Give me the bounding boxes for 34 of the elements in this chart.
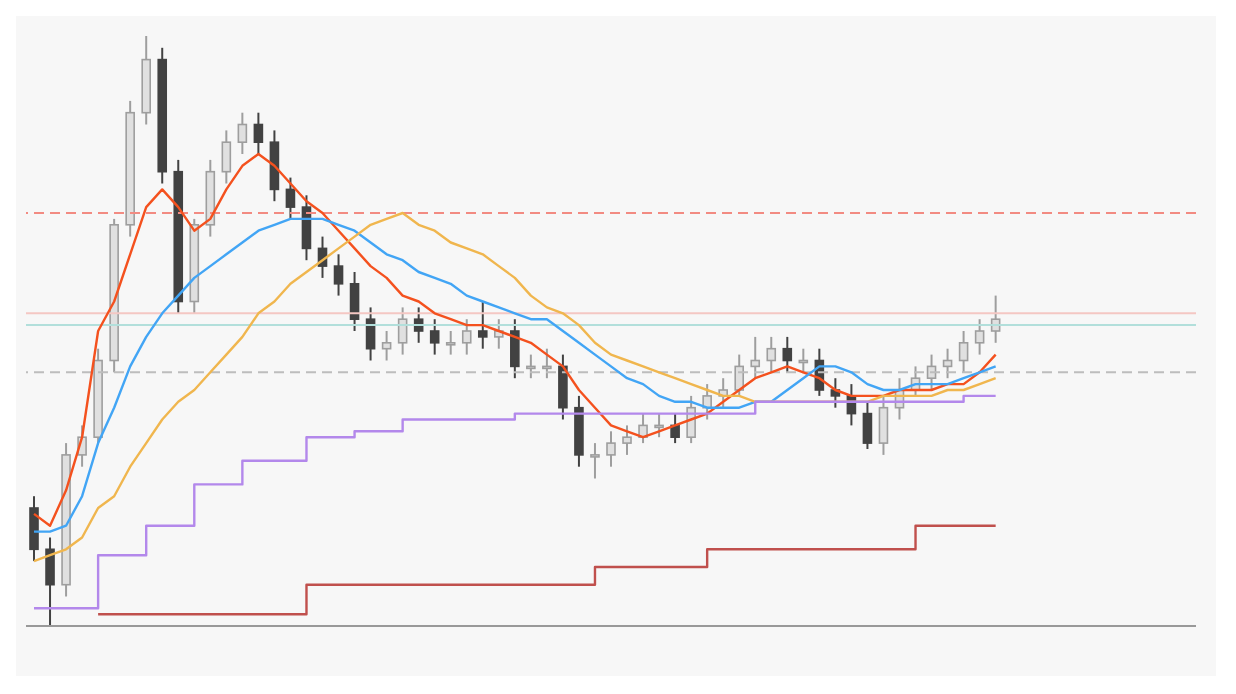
candlestick — [750, 335, 761, 380]
candlestick — [221, 129, 232, 185]
candlestick — [285, 176, 296, 220]
candlestick — [510, 318, 520, 380]
candlestick — [365, 306, 376, 362]
candlestick — [702, 383, 712, 421]
candlestick — [381, 330, 392, 362]
candlestick — [445, 330, 456, 356]
candlestick — [654, 412, 664, 439]
candlestick — [526, 353, 536, 380]
candlestick — [622, 424, 632, 456]
candlestick — [782, 335, 793, 374]
candlestick — [461, 318, 472, 356]
candlestick — [29, 495, 39, 563]
candlestick — [397, 306, 408, 356]
candlestick — [237, 111, 248, 155]
candlestick — [333, 253, 344, 297]
candlestick — [958, 330, 969, 374]
candlestick — [574, 394, 584, 468]
candlestick — [45, 536, 55, 626]
candlestick — [542, 347, 552, 380]
candlestick — [942, 347, 953, 380]
candlestick — [477, 300, 488, 350]
candlestick — [734, 353, 745, 397]
candlestick — [429, 318, 440, 356]
candlestick — [670, 412, 680, 445]
candlestick — [974, 318, 985, 356]
candlestick — [862, 400, 873, 450]
candlestick — [253, 111, 264, 155]
candlestick — [766, 335, 777, 374]
candlestick — [606, 430, 616, 468]
candlestick — [558, 353, 568, 421]
candlestick — [590, 442, 600, 480]
candlestick — [878, 394, 889, 456]
